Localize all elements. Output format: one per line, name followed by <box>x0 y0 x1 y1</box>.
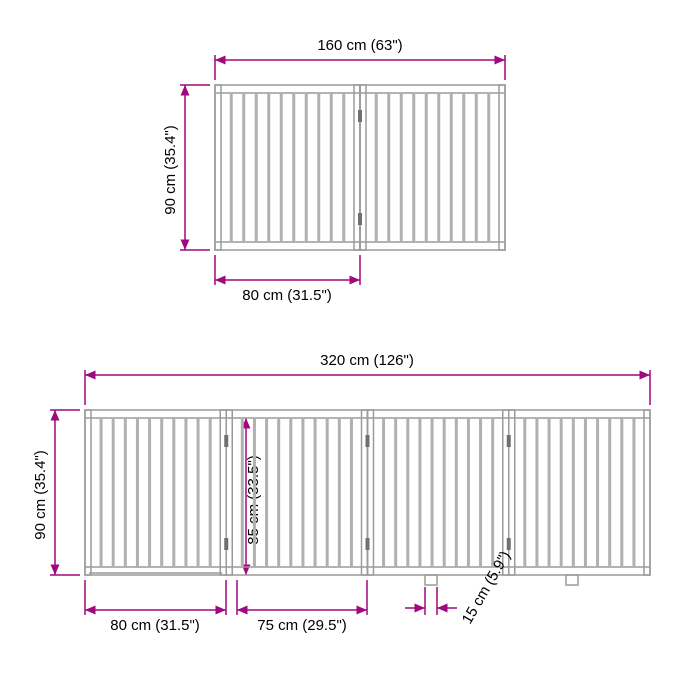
dim-top-total-width: 160 cm (63") <box>215 37 505 80</box>
dim-bot-panel1: 80 cm (31.5") <box>85 580 226 634</box>
dim-bot-panel2: 75 cm (29.5") <box>237 580 367 634</box>
dim-top-panel-width: 80 cm (31.5") <box>215 255 360 304</box>
dim-label-bot-p2: 75 cm (29.5") <box>257 617 347 634</box>
dim-label-top-width: 160 cm (63") <box>317 37 402 54</box>
dim-label-bot-width: 320 cm (126") <box>320 352 414 369</box>
dim-label-top-height: 90 cm (35.4") <box>162 125 179 215</box>
dim-bot-total-width: 320 cm (126") <box>85 352 650 405</box>
dim-bot-height: 90 cm (35.4") <box>32 410 80 575</box>
dim-label-bot-p1: 80 cm (31.5") <box>110 617 200 634</box>
bottom-fence: 320 cm (126") 90 cm (35.4") 85 cm (33.5"… <box>32 352 650 634</box>
top-fence: 160 cm (63") 90 cm (35.4") 80 cm (31.5") <box>162 37 505 304</box>
dim-label-bot-height: 90 cm (35.4") <box>32 450 49 540</box>
dim-label-top-panel: 80 cm (31.5") <box>242 287 332 304</box>
dim-top-height: 90 cm (35.4") <box>162 85 210 250</box>
